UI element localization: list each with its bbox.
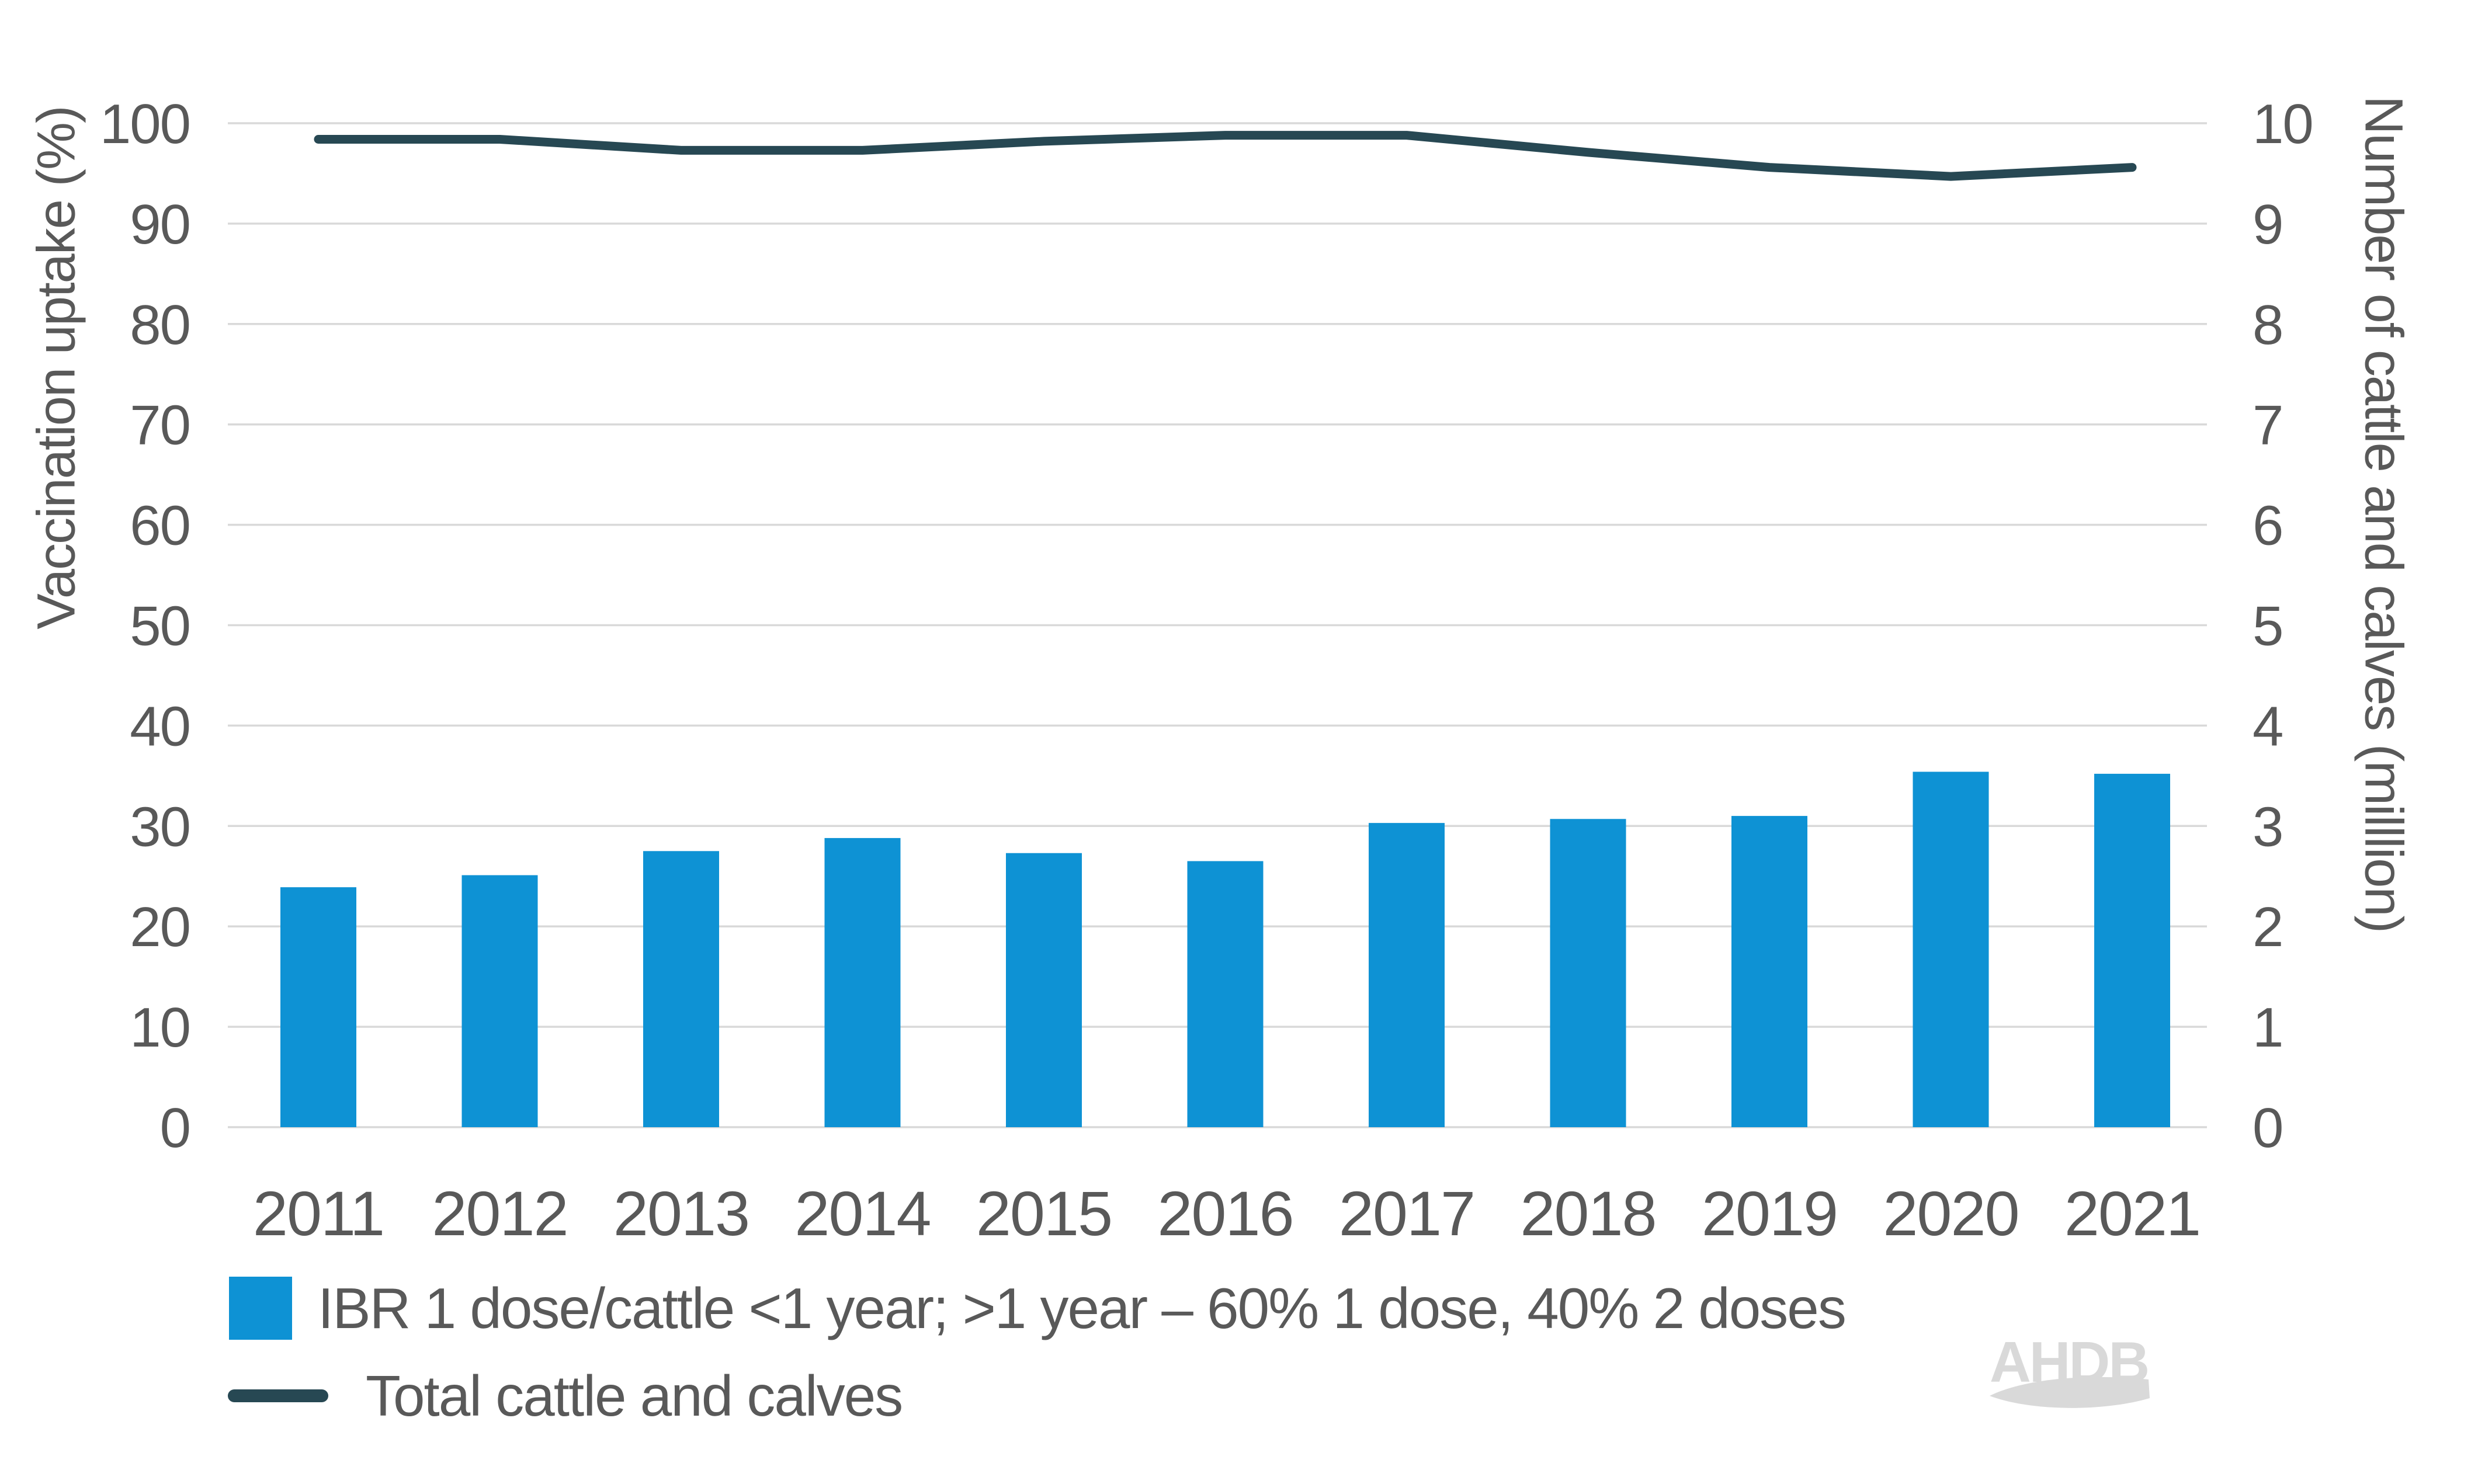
right-tick-10: 10 bbox=[2253, 93, 2313, 155]
left-tick-60: 60 bbox=[130, 495, 190, 557]
right-tick-8: 8 bbox=[2253, 294, 2282, 356]
left-tick-70: 70 bbox=[130, 394, 190, 457]
x-label-2018: 2018 bbox=[1520, 1178, 1656, 1249]
left-tick-20: 20 bbox=[130, 896, 190, 958]
right-tick-7: 7 bbox=[2253, 394, 2282, 457]
left-tick-100: 100 bbox=[100, 93, 190, 155]
legend-label-line: Total cattle and calves bbox=[366, 1363, 903, 1428]
x-label-2020: 2020 bbox=[1883, 1178, 2018, 1249]
bar-2012 bbox=[461, 875, 538, 1127]
x-label-2016: 2016 bbox=[1157, 1178, 1293, 1249]
bar-2019 bbox=[1731, 816, 1807, 1127]
right-tick-1: 1 bbox=[2253, 996, 2282, 1059]
bar-series bbox=[280, 771, 2170, 1127]
left-axis-title: Vaccination uptake (%) bbox=[26, 106, 86, 630]
right-tick-4: 4 bbox=[2253, 695, 2282, 757]
right-tick-5: 5 bbox=[2253, 595, 2282, 658]
right-tick-9: 9 bbox=[2253, 193, 2282, 256]
x-label-2012: 2012 bbox=[432, 1178, 567, 1249]
left-tick-40: 40 bbox=[130, 695, 190, 757]
right-tick-6: 6 bbox=[2253, 495, 2282, 557]
left-tick-90: 90 bbox=[130, 193, 190, 256]
ahdb-logo: AHDB bbox=[1985, 1325, 2160, 1418]
left-tick-0: 0 bbox=[160, 1097, 190, 1159]
legend-item-bars: IBR 1 dose/cattle <1 year; >1 year – 60%… bbox=[229, 1274, 1847, 1342]
bar-2018 bbox=[1550, 819, 1626, 1127]
x-label-2014: 2014 bbox=[794, 1178, 930, 1249]
bar-2013 bbox=[643, 851, 719, 1127]
ahdb-logo-swoosh bbox=[1990, 1377, 2150, 1408]
bar-2017 bbox=[1369, 823, 1445, 1127]
x-label-2011: 2011 bbox=[253, 1178, 384, 1249]
bar-2011 bbox=[280, 887, 356, 1127]
right-axis-title: Number of cattle and calves (milllion) bbox=[2354, 95, 2414, 933]
x-label-2017: 2017 bbox=[1339, 1178, 1474, 1249]
right-tick-2: 2 bbox=[2253, 896, 2282, 958]
x-label-2021: 2021 bbox=[2064, 1178, 2200, 1249]
x-axis-labels: 2011 2012 2013 2014 2015 2016 2017 2018 2019 2020… bbox=[253, 1178, 2201, 1249]
bar-2020 bbox=[1913, 771, 1989, 1127]
x-label-2015: 2015 bbox=[976, 1178, 1112, 1249]
right-tick-3: 3 bbox=[2253, 795, 2282, 858]
legend-swatch-bar bbox=[229, 1277, 292, 1340]
left-tick-50: 50 bbox=[130, 595, 190, 658]
x-label-2013: 2013 bbox=[613, 1178, 749, 1249]
left-tick-80: 80 bbox=[130, 294, 190, 356]
bar-2014 bbox=[824, 837, 901, 1127]
line-series bbox=[314, 131, 2137, 181]
x-label-2019: 2019 bbox=[1702, 1178, 1837, 1249]
bar-2015 bbox=[1006, 853, 1082, 1127]
left-tick-30: 30 bbox=[130, 795, 190, 858]
legend-swatch-line bbox=[228, 1389, 328, 1402]
legend-label-bars: IBR 1 dose/cattle <1 year; >1 year – 60%… bbox=[318, 1276, 1847, 1340]
legend-item-line: Total cattle and calves bbox=[228, 1362, 903, 1430]
left-tick-10: 10 bbox=[130, 996, 190, 1059]
bar-2016 bbox=[1187, 861, 1264, 1127]
bar-2021 bbox=[2094, 773, 2170, 1127]
right-tick-0: 0 bbox=[2253, 1097, 2282, 1159]
